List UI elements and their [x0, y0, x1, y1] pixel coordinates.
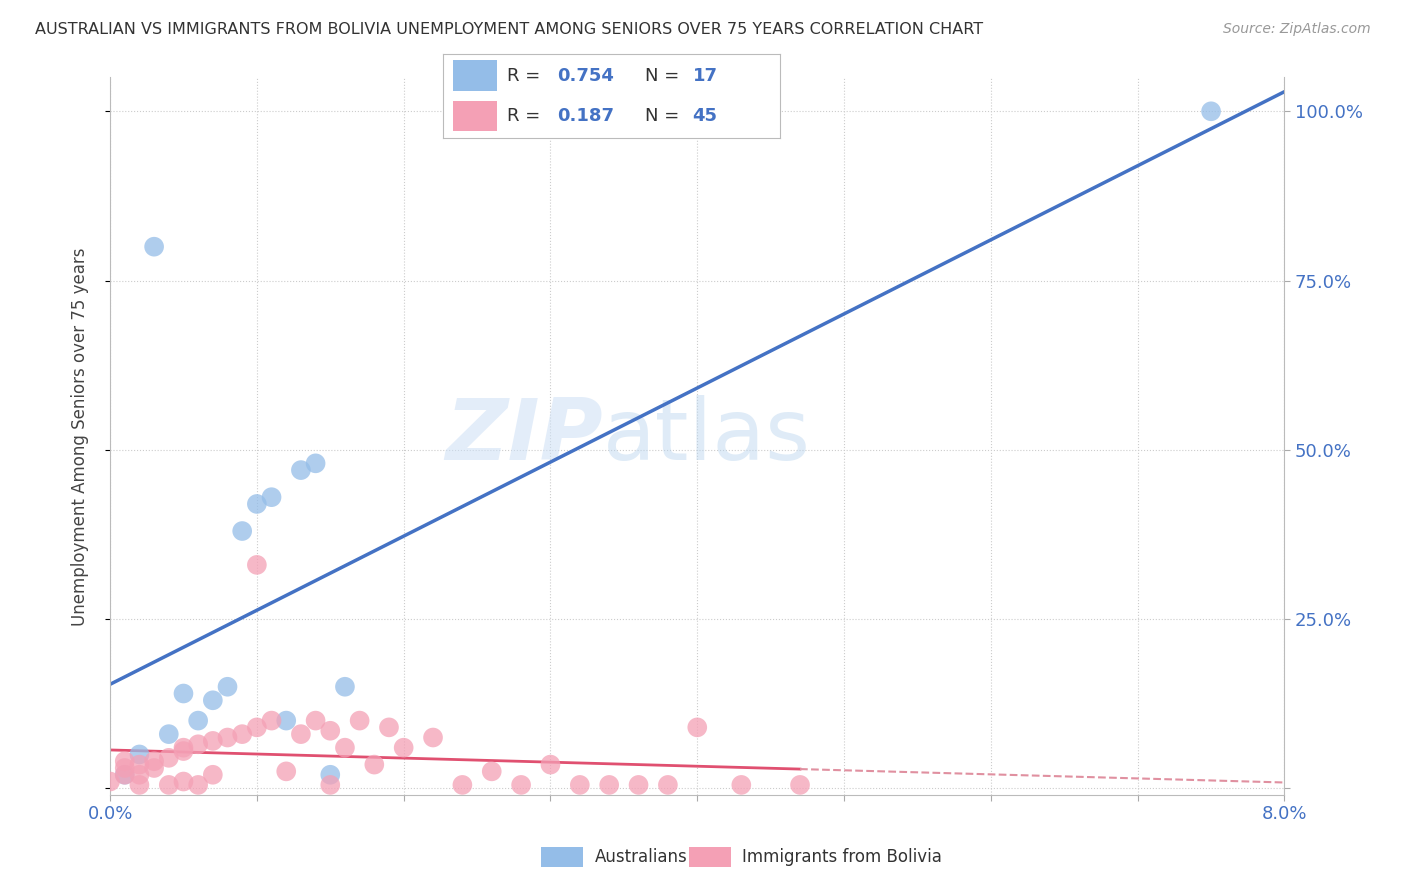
Point — [187, 714, 209, 728]
Point — [1199, 104, 1222, 119]
Point — [246, 497, 269, 511]
Point — [157, 727, 180, 741]
Point — [172, 744, 194, 758]
Point — [319, 768, 342, 782]
Text: 0.187: 0.187 — [558, 107, 614, 125]
Point — [187, 737, 209, 751]
Point — [378, 720, 401, 734]
Point — [98, 774, 121, 789]
Point — [128, 768, 150, 782]
Point — [349, 714, 371, 728]
Point — [114, 754, 136, 768]
Text: N =: N = — [645, 67, 685, 85]
Point — [627, 778, 650, 792]
Point — [290, 463, 312, 477]
Point — [260, 714, 283, 728]
Point — [187, 778, 209, 792]
Point — [481, 764, 503, 779]
Point — [201, 768, 224, 782]
Point — [290, 727, 312, 741]
Text: Source: ZipAtlas.com: Source: ZipAtlas.com — [1223, 22, 1371, 37]
Point — [789, 778, 811, 792]
Bar — [453, 61, 496, 91]
Y-axis label: Unemployment Among Seniors over 75 years: Unemployment Among Seniors over 75 years — [72, 247, 89, 625]
Text: atlas: atlas — [603, 395, 811, 478]
Point — [217, 680, 239, 694]
Point — [260, 490, 283, 504]
Point — [392, 740, 415, 755]
Point — [128, 757, 150, 772]
Point — [422, 731, 444, 745]
Point — [128, 747, 150, 762]
Point — [172, 774, 194, 789]
Point — [510, 778, 533, 792]
Point — [319, 723, 342, 738]
Point — [568, 778, 591, 792]
Point — [540, 757, 562, 772]
Point — [276, 714, 298, 728]
Text: 0.754: 0.754 — [558, 67, 614, 85]
Text: AUSTRALIAN VS IMMIGRANTS FROM BOLIVIA UNEMPLOYMENT AMONG SENIORS OVER 75 YEARS C: AUSTRALIAN VS IMMIGRANTS FROM BOLIVIA UN… — [35, 22, 983, 37]
Point — [451, 778, 474, 792]
Text: R =: R = — [508, 67, 546, 85]
Text: Australians: Australians — [595, 848, 688, 866]
Point — [246, 720, 269, 734]
Point — [157, 751, 180, 765]
Text: 17: 17 — [693, 67, 717, 85]
Point — [128, 778, 150, 792]
Point — [231, 727, 253, 741]
Point — [114, 768, 136, 782]
Point — [598, 778, 620, 792]
Point — [231, 524, 253, 538]
Text: Immigrants from Bolivia: Immigrants from Bolivia — [742, 848, 942, 866]
Text: ZIP: ZIP — [446, 395, 603, 478]
Point — [114, 761, 136, 775]
Point — [172, 686, 194, 700]
Bar — [453, 101, 496, 131]
Point — [217, 731, 239, 745]
Point — [201, 693, 224, 707]
Point — [730, 778, 752, 792]
Text: 45: 45 — [693, 107, 717, 125]
Point — [363, 757, 385, 772]
Point — [143, 761, 166, 775]
Point — [246, 558, 269, 572]
Point — [143, 240, 166, 254]
Point — [657, 778, 679, 792]
Text: N =: N = — [645, 107, 685, 125]
Point — [276, 764, 298, 779]
Point — [114, 768, 136, 782]
Point — [333, 680, 356, 694]
Point — [319, 778, 342, 792]
Point — [304, 714, 326, 728]
Point — [172, 740, 194, 755]
Point — [157, 778, 180, 792]
Point — [304, 456, 326, 470]
Point — [201, 734, 224, 748]
Text: R =: R = — [508, 107, 546, 125]
Point — [333, 740, 356, 755]
Point — [686, 720, 709, 734]
Point — [143, 754, 166, 768]
